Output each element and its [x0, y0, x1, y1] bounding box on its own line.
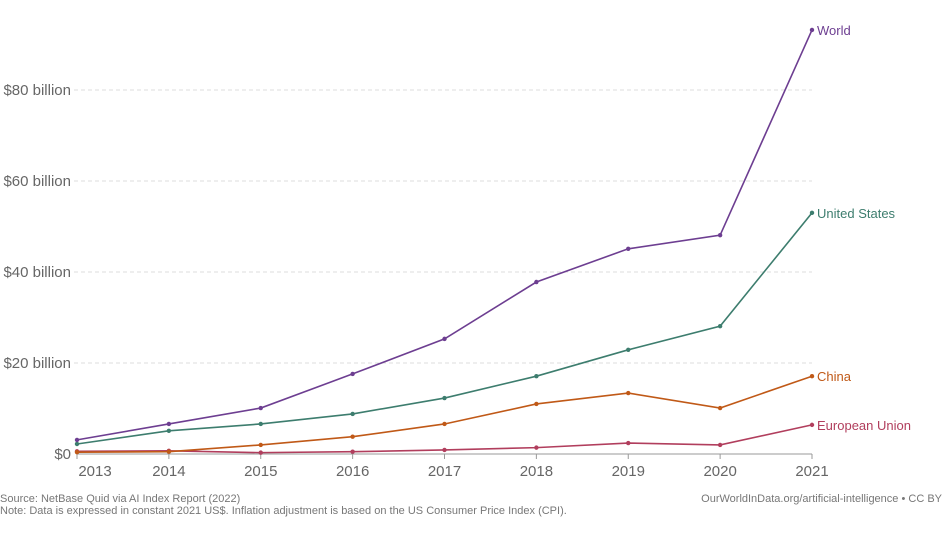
data-point	[442, 447, 447, 453]
y-axis: $0 $20 billion $40 billion $60 billion $80 b…	[3, 82, 71, 463]
data-point	[166, 421, 172, 427]
series-line-united-states	[76, 212, 813, 445]
x-tick-label: 2017	[428, 463, 461, 480]
data-point	[74, 437, 80, 443]
data-point	[809, 27, 815, 33]
data-point	[717, 323, 723, 329]
data-point	[258, 442, 263, 448]
x-tick-label: 2015	[244, 463, 277, 480]
y-tick-label: $40 billion	[3, 264, 71, 281]
data-point	[350, 411, 355, 417]
line-chart: $0 $20 billion $40 billion $60 billion $80 b…	[3, 23, 911, 480]
y-tick-label: $0	[54, 446, 71, 463]
data-point	[717, 232, 723, 238]
data-point	[626, 440, 631, 446]
series-line-china	[76, 375, 813, 453]
data-point	[350, 434, 355, 439]
x-tick-label: 2021	[795, 463, 828, 480]
data-point	[534, 279, 539, 285]
y-tick-label: $80 billion	[3, 82, 71, 99]
y-tick-label: $20 billion	[3, 355, 71, 372]
x-tick-label: 2019	[612, 463, 645, 480]
data-point	[717, 405, 723, 411]
x-tick-label: 2016	[336, 463, 369, 480]
x-tick-label: 2020	[703, 463, 736, 480]
series-line-world	[76, 29, 813, 441]
data-point	[809, 422, 815, 428]
data-point	[350, 449, 355, 454]
series-label: European Union	[817, 418, 911, 433]
x-tick-label: 2013	[78, 463, 111, 480]
data-point	[442, 421, 447, 427]
data-point	[626, 390, 631, 396]
x-tick-label: 2018	[520, 463, 553, 480]
series-label: China	[817, 369, 852, 384]
data-point	[717, 442, 723, 448]
series-label: World	[817, 23, 851, 38]
data-point	[74, 441, 80, 447]
x-axis: 2013 2014 2015 2016 2017 2018 2019 2020 2021	[76, 453, 829, 480]
data-point	[534, 445, 539, 450]
series-labels: European Union China United States World	[817, 23, 911, 433]
data-point	[350, 371, 355, 377]
data-point	[809, 210, 815, 216]
y-tick-label: $60 billion	[3, 173, 71, 190]
data-point	[442, 336, 447, 342]
gridlines	[74, 89, 812, 364]
credit-link[interactable]: OurWorldInData.org/artificial-intelligen…	[701, 493, 942, 505]
data-point	[166, 428, 172, 433]
data-point	[534, 373, 539, 379]
series-lines	[74, 27, 815, 455]
x-tick-label: 2014	[152, 463, 185, 480]
data-point	[626, 347, 631, 353]
data-point	[166, 449, 172, 454]
data-point	[442, 395, 447, 401]
data-point	[258, 450, 263, 455]
data-point	[534, 401, 539, 407]
series-label: United States	[817, 206, 896, 221]
data-point	[74, 449, 80, 455]
data-point	[258, 421, 263, 427]
source-note: Source: NetBase Quid via AI Index Report…	[0, 493, 241, 505]
data-point	[626, 246, 631, 251]
data-note: Note: Data is expressed in constant 2021…	[0, 505, 567, 517]
data-point	[258, 405, 263, 411]
data-point	[809, 373, 815, 379]
